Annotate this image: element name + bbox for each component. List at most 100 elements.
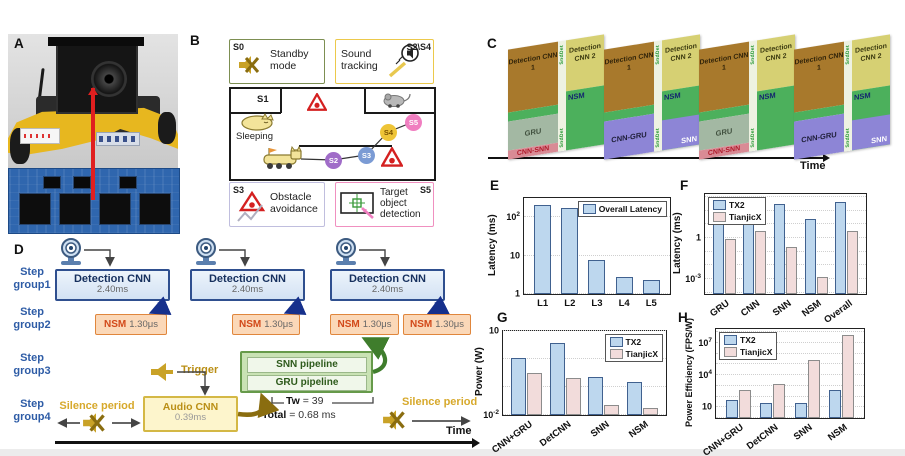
gridline	[705, 223, 866, 225]
bar-TX2-GRU	[712, 223, 724, 294]
region-nsm: NSM SNN	[662, 85, 700, 151]
warning-triangle-icon	[381, 147, 403, 167]
region-nsm: NSM SNN	[852, 85, 890, 151]
detection-cnn-title: Detection CNN	[348, 273, 426, 285]
region-detection-cnn-2: Detection CNN 2	[662, 34, 700, 92]
x-tick-label: SNN	[589, 419, 612, 440]
bars: CNN+GRU DetCNN SNN NSM	[701, 329, 864, 456]
pipeline-box: SNN pipeline GRU pipeline	[240, 351, 373, 393]
panel-e-ylabel: Latency (ms)	[487, 214, 498, 276]
region-detection-cnn-2: Detection CNN 2	[566, 34, 604, 92]
silence-period-left: Silence period	[59, 400, 135, 412]
x-tick-label: SNN	[792, 422, 815, 443]
panel-h-efficiency-chart: H Power Efficiency (FPS/W) 10 104 107 CNN+G…	[678, 310, 905, 456]
walking-cat-robot-icon	[263, 145, 302, 169]
nsm-title: NSM	[410, 319, 433, 330]
chip-mapping-4: Detection CNN 1 CNN-GRU SndDet SndDet De…	[794, 34, 890, 160]
y-tick-label: 107	[698, 336, 712, 348]
x-tick-label: NSM	[826, 422, 850, 444]
bar-TianjicX-SNN	[807, 359, 820, 418]
panel-e-latency-chart: E Latency (ms) 1 10 102 L1 L2 L3 L4 L5 Overall L…	[485, 176, 685, 312]
panel-f-ylabel: Latency (ms)	[672, 212, 683, 274]
chip-package	[59, 193, 91, 225]
bar-group-L3: L3	[588, 198, 606, 309]
legend-label: TX2	[625, 337, 642, 347]
y-tick-label: 10-3	[685, 272, 701, 284]
maze-wall	[231, 112, 281, 114]
sound-tracking-icon	[388, 44, 419, 78]
y-tick-label: 104	[698, 369, 712, 381]
legend-entry: TX2	[609, 337, 658, 347]
legend-swatch	[582, 204, 596, 214]
nsm-box-2: NSM 1.30μs	[232, 314, 300, 335]
nsm-box-1: NSM 1.30μs	[95, 314, 167, 335]
state-node-s5: S5	[405, 114, 422, 131]
legend: TX2 TianjicX	[604, 334, 663, 362]
bar-TX2-NSM	[829, 390, 842, 418]
panel-h-label: H	[678, 310, 688, 325]
step-group2-label: Step group2	[13, 306, 51, 331]
legend-entry: Overall Latency	[582, 204, 662, 214]
panel-g-label: G	[497, 310, 508, 325]
region-nsm: NSM	[566, 85, 604, 151]
y-tick-label: 1	[514, 288, 520, 299]
gridline	[503, 386, 666, 387]
panel-d-time-axis	[55, 441, 473, 444]
panel-c-time-axis	[488, 157, 824, 159]
sound-tracking-box: Sound tracking S2\S4	[335, 39, 434, 84]
gridline	[705, 250, 866, 252]
region-detection-cnn-1: Detection CNN 1	[508, 41, 558, 113]
bar-group-CNN: CNN	[739, 194, 767, 319]
bar-Overall Latency-L3	[588, 260, 606, 294]
time-arrowhead	[472, 437, 480, 448]
trigger-speaker-icon	[151, 363, 173, 381]
nsm-title: NSM	[337, 319, 360, 330]
x-tick-label: DetCNN	[744, 422, 781, 452]
nsm-label: NSM	[759, 90, 776, 103]
gru-pipeline: GRU pipeline	[247, 375, 367, 391]
detection-cnn-box-3: Detection CNN 2.40ms	[330, 269, 445, 301]
tw-text: Tw = 39	[286, 395, 323, 407]
region-detection-cnn-1: Detection CNN 1	[699, 41, 749, 113]
bar-TX2-Overall	[835, 202, 847, 294]
bar-group-DetCNN: DetCNN	[538, 331, 581, 449]
bar-TianjicX-DetCNN	[773, 383, 786, 418]
target-detection-icon	[340, 192, 374, 219]
legend-label: TX2	[729, 200, 745, 210]
label-sticker	[20, 128, 60, 144]
strip-label: SndDet	[559, 44, 565, 65]
bar-group-NSM: NSM	[627, 331, 659, 440]
bar-Overall Latency-L5	[642, 280, 660, 294]
region-snn: SNN	[852, 114, 890, 151]
bar-TX2-NSM	[627, 382, 643, 415]
sound-tracking-text: Sound tracking	[341, 48, 378, 72]
snn-pipeline: SNN pipeline	[247, 357, 367, 373]
pointer-arrow	[88, 87, 98, 200]
bar-TX2-SNN	[588, 376, 604, 415]
panel-f-label: F	[680, 178, 689, 193]
panel-e-label: E	[490, 178, 500, 193]
step-group3-label: Step group3	[13, 352, 51, 377]
obstacle-avoidance-box: S3 Obstacle avoidance	[229, 182, 325, 227]
gridline	[503, 414, 666, 415]
gridline	[705, 277, 866, 279]
panel-f-plot: 1 10-3 GRU CNN SNN NSM Overall TX2 TianjicX	[685, 193, 867, 326]
step-group4-label: Step group4	[13, 398, 51, 423]
bar-TianjicX-CNN+GRU	[738, 390, 751, 418]
strip-label: SndDet	[655, 127, 661, 148]
bars: CNN+GRU DetCNN SNN NSM	[490, 331, 666, 456]
gridline	[716, 395, 864, 397]
standby-mode-text: Standby mode	[270, 48, 309, 72]
maze-wall	[299, 145, 392, 147]
gridline	[705, 264, 866, 266]
bar-TX2-DetCNN	[549, 342, 565, 415]
strip-label: SndDet	[559, 127, 565, 148]
panel-f-latency-chart: F Latency (ms) 1 10-3 GRU CNN SNN NSM Overall T…	[672, 176, 905, 326]
y-tick-label: 10	[488, 325, 499, 336]
gridline	[503, 358, 666, 359]
legend: TX2 TianjicX	[719, 332, 778, 360]
bar-TianjicX-Overall	[847, 230, 859, 294]
legend-entry: TX2	[713, 200, 761, 210]
region-detection-cnn-1: Detection CNN 1	[604, 41, 654, 113]
